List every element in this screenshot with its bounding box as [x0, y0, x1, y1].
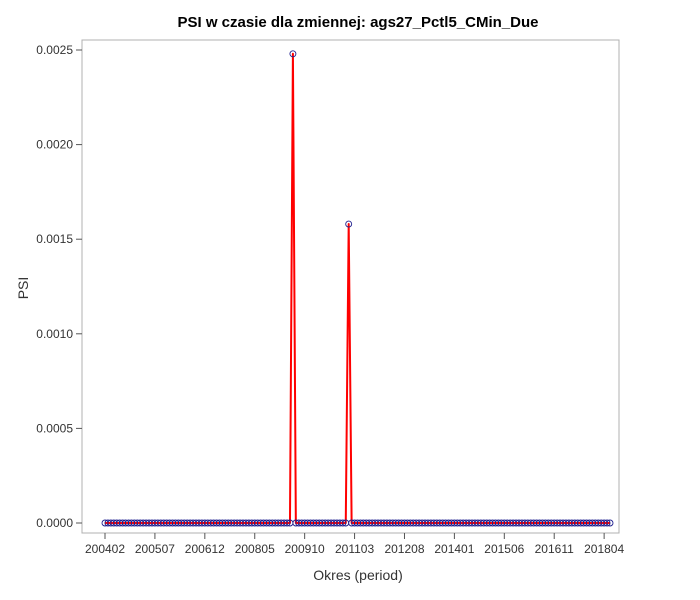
x-axis: 200402 200507 200612 200805 200910 201103 2012…	[85, 533, 624, 556]
chart-title: PSI w czasie dla zmiennej: ags27_Pctl5_C…	[178, 14, 539, 31]
y-tick-label: 0.0025	[36, 43, 73, 57]
x-tick-label: 201611	[535, 542, 574, 556]
x-tick-label: 201401	[434, 542, 474, 556]
data-point	[603, 519, 611, 527]
y-tick-label: 0.0020	[36, 138, 73, 152]
y-axis: 0.0000 0.0005 0.0010 0.0015 0.0020 0.0025	[36, 43, 82, 530]
data-point	[289, 50, 297, 58]
x-tick-label: 201208	[384, 542, 424, 556]
y-tick-label: 0.0005	[36, 421, 73, 435]
data-point	[606, 519, 614, 527]
data-point	[339, 519, 347, 527]
y-axis-label: PSI	[15, 277, 31, 300]
x-tick-label: 200805	[235, 542, 275, 556]
x-tick-label: 200910	[285, 542, 325, 556]
x-axis-label: Okres (period)	[313, 567, 402, 583]
data-point	[283, 519, 291, 527]
y-tick-label: 0.0015	[36, 232, 73, 246]
y-tick-label: 0.0000	[36, 516, 73, 530]
x-tick-label: 200612	[185, 542, 225, 556]
y-tick-label: 0.0010	[36, 327, 73, 341]
x-tick-label: 201804	[584, 542, 624, 556]
x-tick-label: 201103	[335, 542, 374, 556]
x-tick-label: 200507	[135, 542, 175, 556]
series-layer	[101, 50, 614, 527]
x-tick-label: 200402	[85, 542, 125, 556]
data-point	[345, 220, 353, 228]
x-tick-label: 201506	[484, 542, 524, 556]
